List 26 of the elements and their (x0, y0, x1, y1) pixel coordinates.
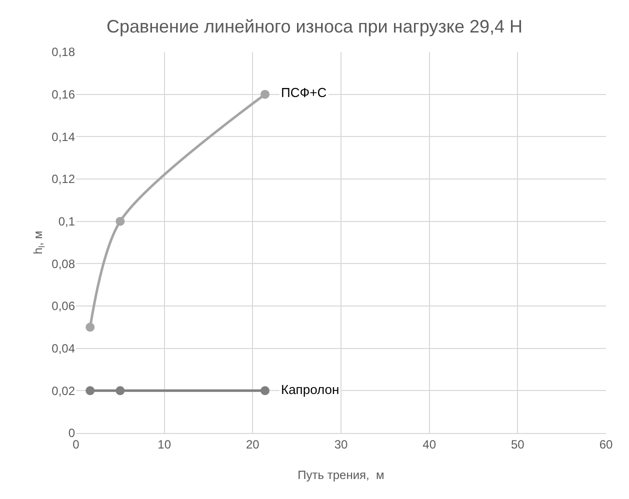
x-tick-label: 30 (334, 437, 348, 452)
x-tick-label: 40 (422, 437, 436, 452)
point (116, 386, 125, 396)
point (116, 216, 125, 226)
point (260, 90, 270, 99)
chart-title: Сравнение линейного износа при нагрузке 29,4 Н (106, 16, 523, 37)
x-axis-title: Путь трения, м (298, 468, 384, 482)
y-tick-label: 0,18 (52, 45, 76, 60)
point (260, 386, 270, 396)
y-tick-label: 0,04 (52, 342, 76, 356)
y-tick-label: 0,06 (52, 299, 76, 314)
series-label: ПСФ+С (281, 85, 327, 100)
y-tick-label: 0,16 (52, 88, 76, 102)
y-tick-label: 0,1 (58, 214, 76, 229)
y-tick-label: 0,12 (52, 172, 76, 186)
x-tick-label: 50 (510, 437, 525, 452)
point (86, 386, 95, 396)
y-tick-label: 0,02 (52, 384, 76, 398)
series-label: Капролон (281, 382, 340, 397)
point (86, 322, 95, 332)
x-tick-label: 20 (246, 437, 260, 452)
x-tick-label: 60 (599, 437, 613, 452)
y-tick-label: 0 (68, 426, 76, 440)
y-tick-label: 0,08 (52, 256, 76, 271)
x-tick-label: 10 (158, 437, 172, 452)
y-tick-label: 0,14 (52, 130, 76, 144)
